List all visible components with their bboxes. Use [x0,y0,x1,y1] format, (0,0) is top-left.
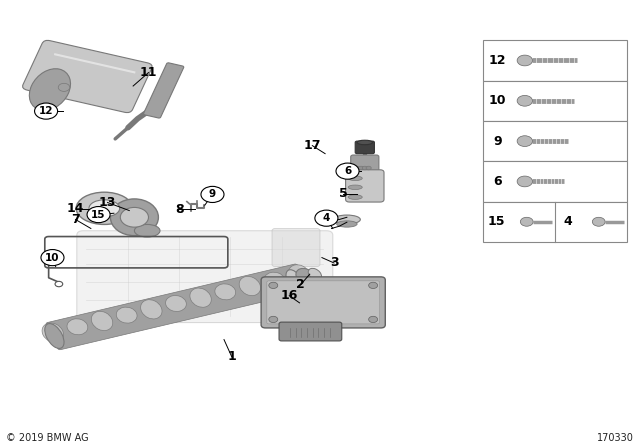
Ellipse shape [76,192,132,224]
Circle shape [87,207,110,223]
Circle shape [520,217,533,226]
Bar [483,121,627,161]
Text: © 2019 BMW AG: © 2019 BMW AG [6,433,89,443]
FancyBboxPatch shape [279,322,342,341]
Ellipse shape [264,272,285,288]
Text: 10: 10 [488,94,506,108]
Bar [483,161,627,202]
Ellipse shape [42,323,63,342]
Ellipse shape [289,265,310,284]
Ellipse shape [348,185,362,190]
Ellipse shape [111,199,159,236]
Circle shape [358,166,364,170]
Ellipse shape [357,140,372,145]
Ellipse shape [348,176,362,181]
Bar [483,81,627,121]
Circle shape [517,176,532,187]
Text: 12: 12 [488,54,506,67]
Text: 6: 6 [344,166,351,176]
Polygon shape [285,291,307,316]
Ellipse shape [239,276,260,296]
FancyBboxPatch shape [22,40,152,112]
Ellipse shape [296,268,316,285]
Circle shape [366,166,371,170]
Text: 11: 11 [140,66,157,79]
Text: 6: 6 [493,175,502,188]
Circle shape [55,281,63,287]
FancyBboxPatch shape [143,63,184,118]
Ellipse shape [141,300,162,319]
Circle shape [517,55,532,66]
Text: 1: 1 [227,350,236,363]
Ellipse shape [29,69,70,111]
Ellipse shape [190,288,211,307]
Text: 14: 14 [67,202,84,215]
Text: 13: 13 [99,196,116,209]
Circle shape [315,210,338,226]
Ellipse shape [348,195,362,199]
Circle shape [336,163,359,179]
Circle shape [517,95,532,106]
Circle shape [269,282,278,289]
Text: 10: 10 [45,253,60,263]
Ellipse shape [67,319,88,335]
Text: 9: 9 [209,190,216,199]
Circle shape [269,316,278,323]
FancyBboxPatch shape [272,228,320,267]
FancyBboxPatch shape [351,155,379,177]
Text: 7: 7 [71,213,80,226]
Ellipse shape [215,284,236,300]
Text: 17: 17 [303,139,321,152]
Text: 4: 4 [323,213,330,223]
Circle shape [58,83,70,91]
Text: 170330: 170330 [596,433,634,443]
FancyBboxPatch shape [261,277,385,328]
FancyBboxPatch shape [346,170,384,202]
Text: 8: 8 [175,202,184,216]
Text: 15: 15 [92,210,106,220]
Text: 3: 3 [330,256,339,270]
Ellipse shape [92,311,113,331]
Circle shape [369,316,378,323]
Circle shape [362,166,367,170]
Circle shape [35,103,58,119]
Text: 15: 15 [487,215,505,228]
Ellipse shape [166,296,186,311]
Text: 2: 2 [296,278,305,291]
Circle shape [201,186,224,202]
Ellipse shape [45,323,64,349]
Circle shape [41,250,64,266]
Ellipse shape [134,224,160,237]
Circle shape [369,282,378,289]
Ellipse shape [286,270,303,291]
Circle shape [593,217,605,226]
FancyBboxPatch shape [77,231,333,323]
Bar [483,40,627,81]
Text: 5: 5 [339,187,348,200]
FancyBboxPatch shape [355,141,374,154]
Circle shape [120,207,148,227]
Ellipse shape [89,200,120,217]
Ellipse shape [337,221,357,227]
Circle shape [517,136,532,146]
Text: 12: 12 [39,106,53,116]
Circle shape [355,166,360,170]
Text: 4: 4 [564,215,572,228]
Text: 16: 16 [280,289,298,302]
FancyBboxPatch shape [267,281,380,324]
Bar [483,202,627,242]
Ellipse shape [333,215,360,224]
Text: 9: 9 [493,134,502,148]
FancyBboxPatch shape [46,264,309,350]
Ellipse shape [116,307,137,323]
Ellipse shape [308,268,321,280]
